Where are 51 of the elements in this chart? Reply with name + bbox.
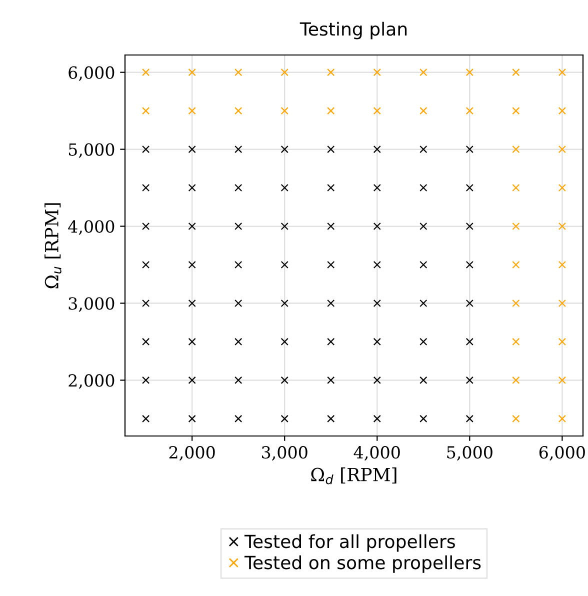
point xyxy=(512,184,520,192)
point xyxy=(512,68,520,76)
chart-title: Testing plan xyxy=(300,22,407,40)
y-tick-label: 6,000 xyxy=(68,66,114,81)
point xyxy=(558,376,566,384)
point xyxy=(327,68,335,76)
x-tick-label: 3,000 xyxy=(262,446,308,461)
point xyxy=(512,222,520,230)
x-tick-label: 6,000 xyxy=(539,446,585,461)
point xyxy=(558,299,566,308)
point xyxy=(558,184,566,192)
point xyxy=(280,68,288,76)
point xyxy=(234,106,242,115)
point xyxy=(420,68,428,76)
x-tick-label: 2,000 xyxy=(169,446,215,461)
point xyxy=(280,106,288,115)
point xyxy=(558,260,566,269)
x-axis-title: Ω$_{d}$ [RPM] xyxy=(311,467,396,484)
y-tick-label: 3,000 xyxy=(68,297,114,312)
x-tick-label: 4,000 xyxy=(354,446,400,461)
point xyxy=(558,414,566,422)
point xyxy=(558,68,566,76)
point xyxy=(558,145,566,154)
point xyxy=(142,68,150,76)
point xyxy=(420,106,428,115)
point xyxy=(373,106,381,115)
point xyxy=(512,338,520,346)
point xyxy=(512,376,520,384)
y-tick-label: 4,000 xyxy=(68,220,114,235)
y-axis-title: Ω$_{u}$ [RPM] xyxy=(44,203,62,288)
point xyxy=(466,106,474,115)
point xyxy=(327,106,335,115)
point xyxy=(188,68,196,76)
legend-label: Tested for all propellers xyxy=(244,534,455,552)
point xyxy=(373,68,381,76)
point xyxy=(558,338,566,346)
point xyxy=(512,299,520,308)
point xyxy=(512,145,520,154)
x-tick-label: 5,000 xyxy=(447,446,492,461)
point xyxy=(512,414,520,422)
legend-label: Tested on some propellers xyxy=(244,555,481,573)
point xyxy=(512,260,520,269)
point xyxy=(142,106,150,115)
y-tick-label: 5,000 xyxy=(68,143,114,158)
point xyxy=(466,68,474,76)
point xyxy=(558,222,566,230)
y-tick-label: 2,000 xyxy=(68,374,114,389)
point xyxy=(558,106,566,115)
point xyxy=(234,68,242,76)
point xyxy=(512,106,520,115)
point xyxy=(188,106,196,115)
